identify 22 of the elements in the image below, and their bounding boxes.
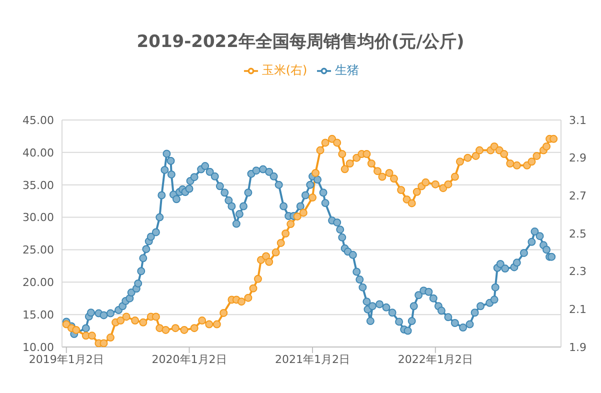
y2-tick-label: 1.9 — [569, 340, 586, 354]
x-tick-label: 2021年1月2日 — [275, 352, 350, 366]
x-tick-label: 2020年1月2日 — [152, 352, 227, 366]
y-tick-label: 10.00 — [22, 340, 54, 354]
y2-tick-label: 2.7 — [569, 190, 586, 203]
y-tick-label: 20.00 — [22, 276, 54, 290]
chart-title: 2019-2022年全国每周销售均价(元/公斤) — [136, 31, 466, 53]
y2-tick-label: 2.1 — [569, 303, 586, 316]
y2-tick-label: 2.9 — [569, 152, 586, 165]
y-tick-label: 40.00 — [22, 146, 54, 160]
x-tick-label: 2022年1月2日 — [398, 352, 473, 366]
legend-label: 玉米(右) — [262, 63, 308, 77]
y2-tick-label: 3.1 — [569, 114, 586, 127]
y-tick-label: 30.00 — [22, 211, 54, 224]
y-tick-label: 45.00 — [22, 114, 54, 127]
legend-label: 生猪 — [335, 63, 360, 77]
y2-tick-label: 2.3 — [569, 265, 586, 278]
y-tick-label: 25.00 — [22, 244, 54, 257]
y-tick-label: 35.00 — [22, 178, 54, 192]
x-tick-label: 2019年1月2日 — [28, 352, 104, 366]
y-tick-label: 15.00 — [22, 308, 54, 322]
y2-tick-label: 2.5 — [569, 227, 586, 240]
